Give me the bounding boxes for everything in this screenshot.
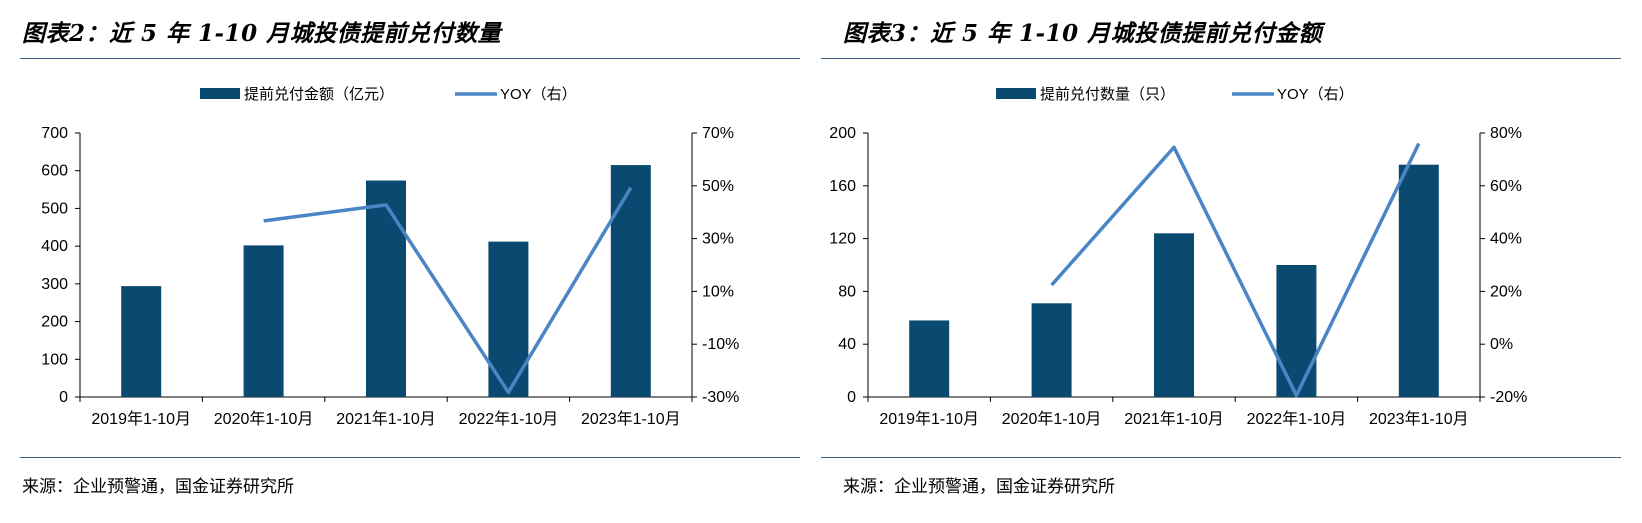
chart-panel-count: 图表3：近 5 年 1-10 月城投债提前兑付金额 提前兑付数量（只） YOY（右… (821, 0, 1621, 523)
title-rule (821, 58, 1621, 59)
left-tick-label: 500 (41, 200, 68, 217)
bar (243, 245, 284, 397)
left-tick-label: 100 (41, 351, 68, 368)
source-rule (821, 457, 1621, 458)
bar (610, 165, 651, 397)
left-tick-label: 0 (59, 389, 68, 406)
x-tick-label: 2023年1-10月 (1369, 410, 1469, 428)
title-rule (20, 58, 800, 59)
source-rule (20, 457, 800, 458)
left-tick-label: 400 (41, 238, 68, 255)
chart-plot: 提前兑付金额（亿元） YOY（右） 0 100 200 300 400 500 600 700 -3… (41, 86, 739, 428)
right-tick-label: -30% (702, 389, 739, 406)
bar (909, 320, 950, 397)
chart-title: 图表2：近 5 年 1-10 月城投债提前兑付数量 (22, 20, 502, 47)
left-tick-label: 700 (41, 125, 68, 142)
chart-panel-amount: 图表2：近 5 年 1-10 月城投债提前兑付数量 提前兑付金额（亿元） YOY（… (0, 0, 800, 523)
x-tick-label: 2020年1-10月 (1002, 410, 1102, 428)
legend-bar-swatch (996, 88, 1036, 99)
left-tick-label: 200 (829, 125, 856, 142)
bar (1154, 233, 1194, 397)
right-tick-label: -20% (1490, 389, 1527, 406)
source-note: 来源：企业预警通，国金证券研究所 (843, 477, 1115, 497)
bar (1276, 265, 1317, 397)
right-tick-label: 70% (702, 125, 734, 142)
right-tick-label: 0% (1490, 336, 1513, 353)
left-tick-label: 0 (847, 389, 856, 406)
x-tick-label: 2023年1-10月 (581, 410, 681, 428)
bar (1398, 164, 1439, 397)
chart-title: 图表3：近 5 年 1-10 月城投债提前兑付金额 (843, 20, 1323, 47)
legend-bar-label: 提前兑付金额（亿元） (244, 86, 394, 103)
chart-plot: 提前兑付数量（只） YOY（右） 0 40 80 120 160 200 -20% 0% 20% 40… (829, 86, 1527, 428)
bar (121, 286, 162, 397)
right-tick-label: -10% (702, 336, 739, 353)
x-tick-label: 2021年1-10月 (336, 410, 436, 428)
legend-line-label: YOY（右） (1277, 86, 1354, 103)
right-tick-label: 10% (702, 283, 734, 300)
legend-line-label: YOY（右） (500, 86, 577, 103)
x-tick-label: 2019年1-10月 (91, 410, 191, 428)
right-tick-label: 20% (1490, 283, 1522, 300)
left-tick-label: 200 (41, 314, 68, 331)
x-tick-label: 2019年1-10月 (879, 410, 979, 428)
left-tick-label: 80 (838, 283, 856, 300)
x-tick-label: 2020年1-10月 (214, 410, 314, 428)
left-tick-label: 40 (838, 336, 856, 353)
legend-bar-label: 提前兑付数量（只） (1040, 86, 1175, 103)
left-tick-label: 120 (829, 231, 856, 248)
bar (366, 180, 406, 397)
right-tick-label: 60% (1490, 178, 1522, 195)
left-tick-label: 300 (41, 276, 68, 293)
yoy-line (1050, 142, 1421, 398)
right-tick-label: 40% (1490, 231, 1522, 248)
source-note: 来源：企业预警通，国金证券研究所 (22, 477, 294, 497)
legend-bar-swatch (200, 88, 240, 99)
right-tick-label: 30% (702, 231, 734, 248)
right-tick-label: 50% (702, 178, 734, 195)
bar (1031, 303, 1072, 397)
x-tick-label: 2022年1-10月 (459, 410, 559, 428)
left-tick-label: 160 (829, 178, 856, 195)
yoy-line (263, 186, 633, 394)
x-tick-label: 2021年1-10月 (1124, 410, 1224, 428)
x-tick-label: 2022年1-10月 (1247, 410, 1347, 428)
left-tick-label: 600 (41, 163, 68, 180)
right-tick-label: 80% (1490, 125, 1522, 142)
